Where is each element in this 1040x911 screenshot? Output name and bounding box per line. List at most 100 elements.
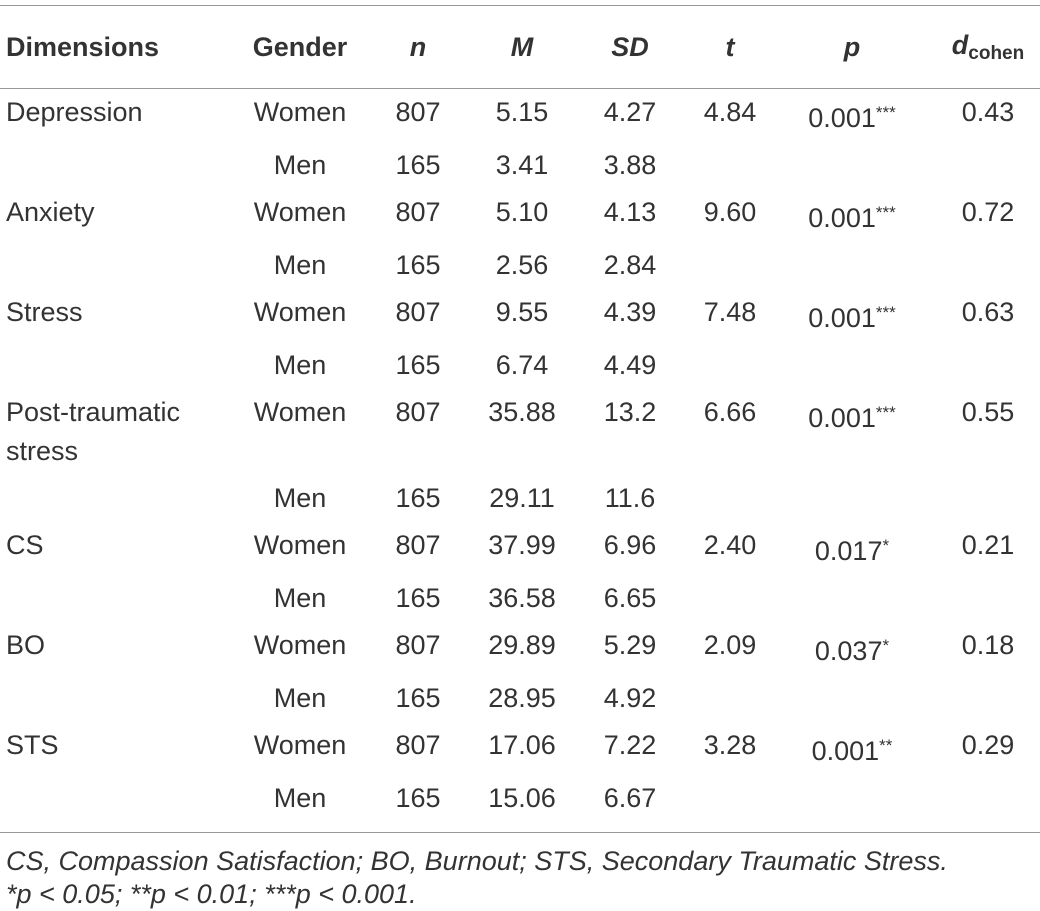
d-cell: 0.43	[961, 97, 1015, 127]
d-cell: 0.63	[961, 297, 1015, 327]
sd-cell: 7.22	[603, 730, 657, 760]
d-cell	[936, 475, 1040, 522]
p-value: 0.001	[808, 203, 876, 233]
t-cell	[692, 475, 768, 522]
n-cell: 807	[395, 97, 441, 127]
p-cell	[768, 475, 936, 522]
t-cell: 2.40	[703, 530, 757, 560]
dimension-cell: Depression	[6, 97, 143, 127]
header-cell: Dimensions	[6, 31, 160, 62]
t-cell	[692, 242, 768, 289]
t-cell: 6.66	[703, 397, 757, 427]
header-d-sub: cohen	[968, 42, 1025, 64]
m-cell: 15.06	[488, 783, 556, 813]
p-cell: 0.037*	[768, 622, 936, 675]
m-cell: 2.56	[495, 250, 549, 280]
t-cell: 7.48	[703, 297, 757, 327]
n-cell: 165	[395, 350, 441, 380]
gender-cell: Women	[253, 397, 347, 427]
t-cell	[692, 142, 768, 189]
sd-cell: 13.2	[603, 397, 657, 427]
sd-cell: 11.6	[604, 483, 656, 513]
n-cell: 165	[395, 483, 441, 513]
m-cell: 5.15	[495, 97, 549, 127]
gender-cell: Women	[253, 97, 347, 127]
table-notes: CS, Compassion Satisfaction; BO, Burnout…	[0, 845, 1040, 911]
table-row: Men 165 2.56 2.84	[0, 242, 1040, 289]
gender-cell: Men	[273, 150, 327, 180]
table-row: CS Women 807 37.99 6.96 2.40 0.017* 0.21	[0, 522, 1040, 575]
gender-cell: Men	[273, 483, 327, 513]
d-cell	[936, 675, 1040, 722]
n-cell: 165	[395, 783, 441, 813]
sd-cell: 4.13	[603, 197, 657, 227]
table-row: Men 165 6.74 4.49	[0, 342, 1040, 389]
n-cell: 807	[395, 397, 441, 427]
dimension-cell: CS	[6, 530, 44, 560]
p-cell: 0.001***	[768, 189, 936, 242]
sd-cell: 6.96	[603, 530, 657, 560]
p-cell	[768, 675, 936, 722]
table-row: Men 165 36.58 6.65	[0, 575, 1040, 622]
dimension-cell: STS	[6, 730, 59, 760]
dimension-cell: BO	[6, 630, 46, 660]
table-row: STS Women 807 17.06 7.22 3.28 0.001** 0.29	[0, 722, 1040, 775]
t-cell	[692, 575, 768, 622]
n-cell: 165	[395, 683, 441, 713]
sd-cell: 6.67	[603, 783, 657, 813]
m-cell: 9.55	[495, 297, 549, 327]
header-d: d	[951, 29, 969, 60]
table-header: Dimensions Gender n M SD t p dcohen	[0, 5, 1040, 89]
p-value: 0.037	[814, 636, 883, 666]
gender-cell: Women	[253, 297, 347, 327]
t-cell	[692, 342, 768, 389]
p-cell: 0.001***	[768, 89, 936, 143]
m-cell: 5.10	[495, 197, 549, 227]
d-cell	[936, 142, 1040, 189]
n-cell: 165	[395, 583, 441, 613]
n-cell: 807	[395, 530, 441, 560]
table-row: Stress Women 807 9.55 4.39 7.48 0.001*** 0.63	[0, 289, 1040, 342]
header-cell: Gender	[252, 31, 348, 62]
header-cell: t	[725, 31, 735, 62]
gender-cell: Men	[273, 583, 327, 613]
p-cell	[768, 775, 936, 833]
m-cell: 36.58	[488, 583, 556, 613]
dimension-cell	[0, 242, 240, 289]
t-cell: 3.28	[703, 730, 757, 760]
n-cell: 807	[395, 297, 441, 327]
m-cell: 3.41	[495, 150, 549, 180]
n-cell: 165	[395, 250, 441, 280]
t-cell: 9.60	[703, 197, 757, 227]
sd-cell: 4.92	[603, 683, 657, 713]
table-row: Men 165 29.11 11.6	[0, 475, 1040, 522]
table-row: Anxiety Women 807 5.10 4.13 9.60 0.001*** 0.72	[0, 189, 1040, 242]
significance: ***	[875, 203, 896, 222]
dimension-cell: Post-traumatic stress	[6, 397, 181, 466]
p-cell	[768, 342, 936, 389]
p-cell	[768, 575, 936, 622]
t-cell: 4.84	[703, 97, 757, 127]
gender-cell: Men	[273, 683, 327, 713]
d-cell: 0.18	[961, 630, 1015, 660]
m-cell: 29.89	[488, 630, 556, 660]
p-cell	[768, 242, 936, 289]
sd-cell: 4.27	[603, 97, 657, 127]
p-value: 0.001	[811, 736, 880, 766]
dimension-cell	[0, 475, 240, 522]
p-cell: 0.017*	[768, 522, 936, 575]
t-cell: 2.09	[703, 630, 757, 660]
d-cell: 0.55	[961, 397, 1015, 427]
header-cell: M	[510, 31, 534, 62]
m-cell: 37.99	[488, 530, 556, 560]
significance: ***	[875, 303, 896, 322]
table-body: Depression Women 807 5.15 4.27 4.84 0.001*** 0.…	[0, 89, 1040, 833]
sd-cell: 4.49	[603, 350, 657, 380]
header-cell: dcohen	[936, 6, 1040, 89]
gender-cell: Men	[273, 250, 327, 280]
header-row: Dimensions Gender n M SD t p dcohen	[0, 5, 1040, 89]
dimension-cell	[0, 575, 240, 622]
d-cell: 0.21	[961, 530, 1015, 560]
table-row: Depression Women 807 5.15 4.27 4.84 0.001*** 0.…	[0, 89, 1040, 143]
gender-cell: Women	[253, 630, 347, 660]
